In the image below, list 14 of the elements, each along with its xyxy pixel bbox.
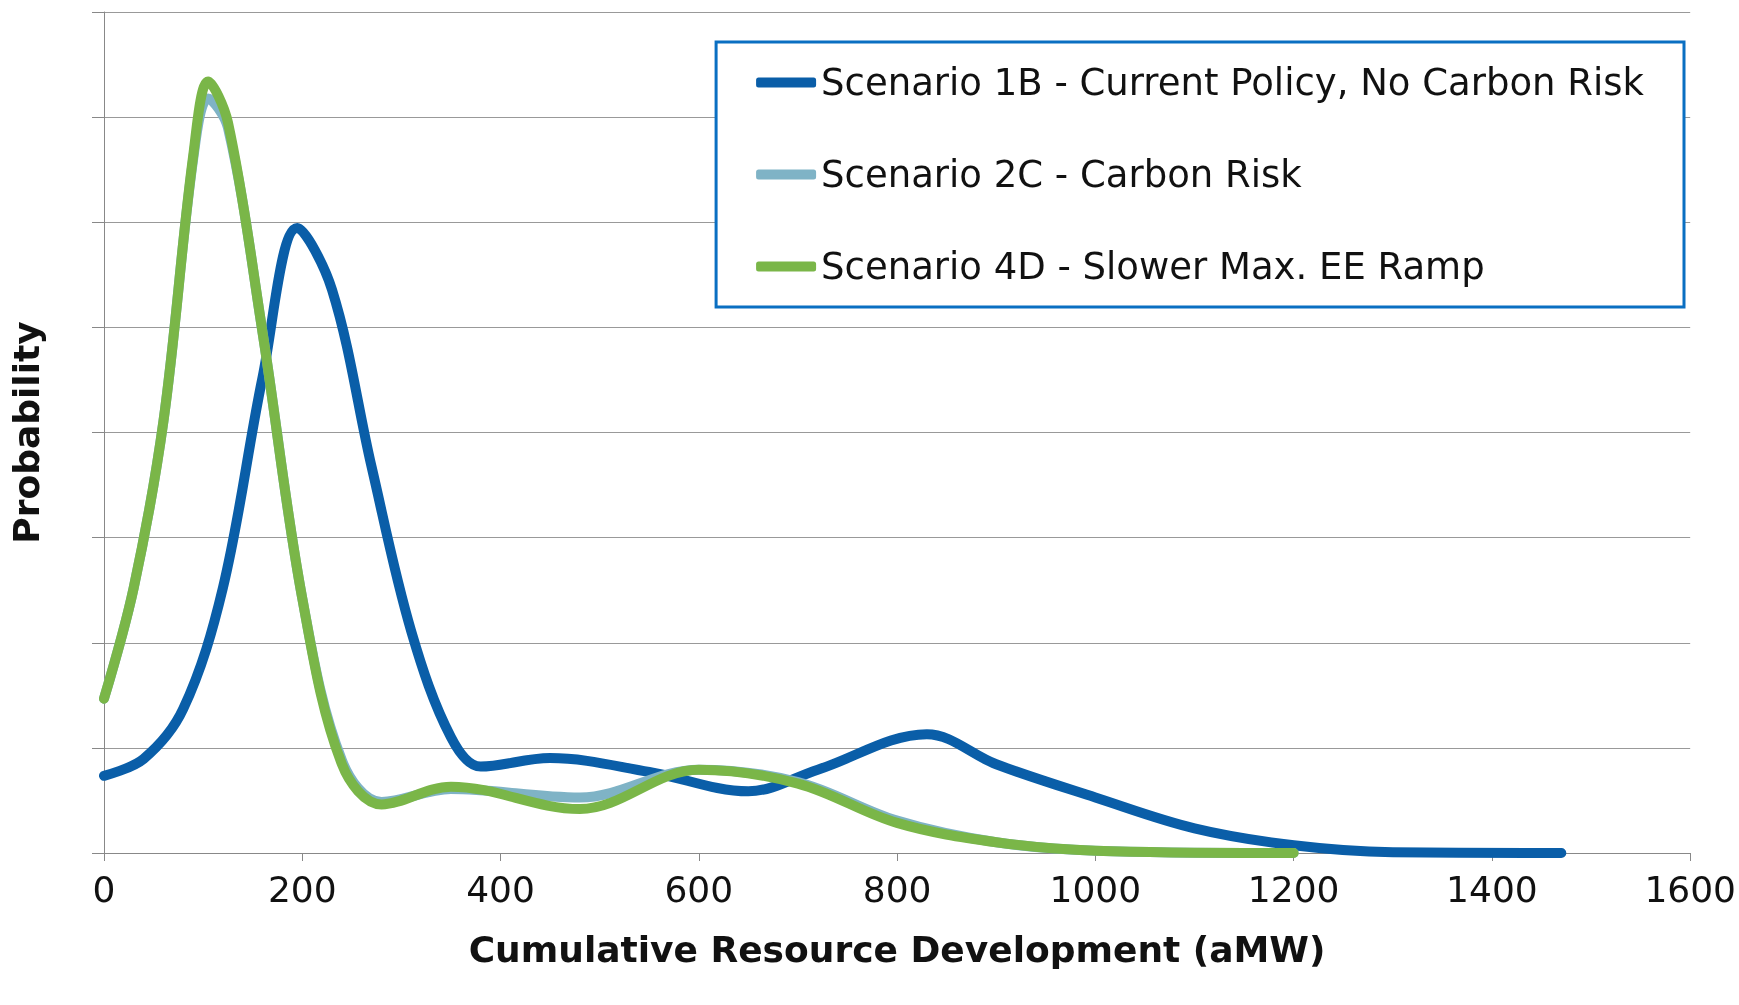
legend-label: Scenario 2C - Carbon Risk xyxy=(821,153,1303,196)
x-tick-label: 400 xyxy=(466,868,535,910)
x-tick-label: 200 xyxy=(267,868,337,910)
x-axis-title: Cumulative Resource Development (aMW) xyxy=(468,928,1326,970)
x-tick-label: 800 xyxy=(862,868,932,910)
x-tick-label: 1600 xyxy=(1644,868,1736,910)
y-axis-title: Probability xyxy=(5,321,47,544)
legend-label: Scenario 1B - Current Policy, No Carbon Risk xyxy=(821,61,1645,104)
x-tick-label: 600 xyxy=(664,868,734,910)
x-tick-label: 1000 xyxy=(1049,868,1142,910)
x-tick-label: 1400 xyxy=(1446,868,1538,910)
legend-label: Scenario 4D - Slower Max. EE Ramp xyxy=(821,245,1485,288)
x-tick-label: 0 xyxy=(92,868,116,910)
x-tick-label: 1200 xyxy=(1247,868,1340,910)
